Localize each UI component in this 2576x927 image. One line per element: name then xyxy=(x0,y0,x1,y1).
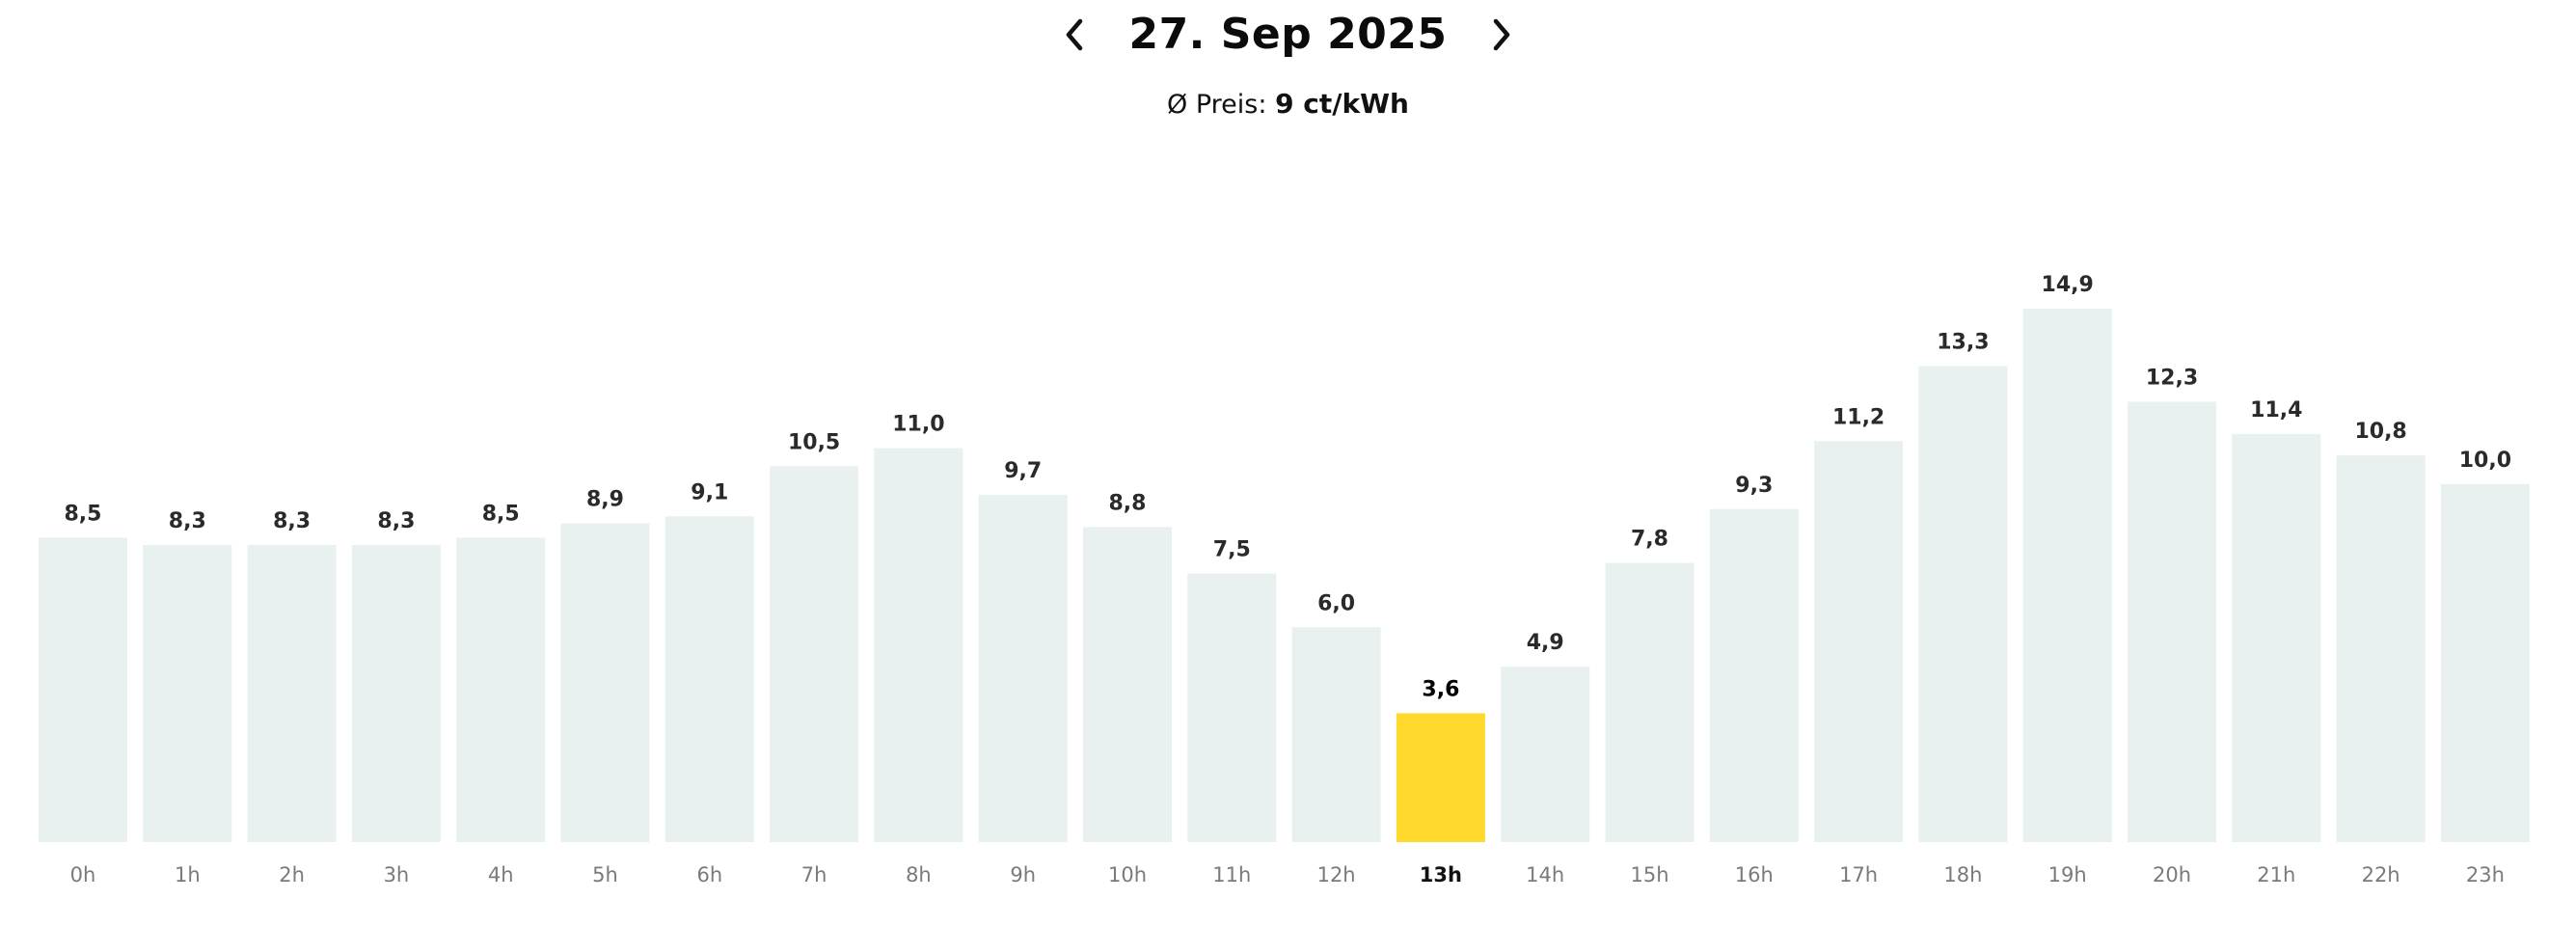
value-label-16h: 9,3 xyxy=(1735,474,1773,498)
bar-14h[interactable] xyxy=(1501,667,1590,842)
value-label-10h: 8,8 xyxy=(1109,491,1147,515)
value-label-23h: 10,0 xyxy=(2459,449,2511,473)
bar-9h[interactable] xyxy=(978,495,1068,842)
value-label-7h: 10,5 xyxy=(788,430,840,454)
value-label-1h: 8,3 xyxy=(169,509,206,533)
x-tick-7h: 7h xyxy=(801,863,827,886)
value-label-0h: 8,5 xyxy=(65,503,102,527)
bar-3h[interactable] xyxy=(351,545,441,842)
x-tick-14h: 14h xyxy=(1526,863,1564,886)
date-navigation: 27. Sep 2025 xyxy=(0,6,2576,64)
x-tick-11h: 11h xyxy=(1212,863,1251,886)
x-tick-8h: 8h xyxy=(906,863,932,886)
x-tick-3h: 3h xyxy=(384,863,410,886)
x-tick-13h: 13h xyxy=(1420,863,1462,886)
x-tick-0h: 0h xyxy=(70,863,96,886)
x-tick-6h: 6h xyxy=(696,863,722,886)
bar-11h[interactable] xyxy=(1187,573,1277,842)
value-label-12h: 6,0 xyxy=(1317,591,1355,615)
bar-5h[interactable] xyxy=(560,523,650,842)
chevron-left-icon xyxy=(1067,18,1083,51)
x-tick-12h: 12h xyxy=(1317,863,1356,886)
x-tick-2h: 2h xyxy=(279,863,305,886)
bar-6h[interactable] xyxy=(664,516,754,842)
value-label-3h: 8,3 xyxy=(377,509,415,533)
next-day-button[interactable] xyxy=(1475,8,1529,62)
bar-22h[interactable] xyxy=(2336,455,2426,842)
bar-18h[interactable] xyxy=(1918,366,2008,842)
bar-16h[interactable] xyxy=(1709,508,1799,842)
bar-7h[interactable] xyxy=(770,466,859,842)
chevron-right-icon xyxy=(1493,18,1509,51)
bar-12h[interactable] xyxy=(1291,627,1381,842)
average-price-label: Ø Preis: xyxy=(1167,90,1267,120)
previous-day-button[interactable] xyxy=(1047,8,1101,62)
bar-4h[interactable] xyxy=(456,537,546,843)
bar-23h[interactable] xyxy=(2440,483,2530,842)
x-tick-22h: 22h xyxy=(2362,863,2400,886)
bar-2h[interactable] xyxy=(247,545,337,842)
average-price-value: 9 ct/kWh xyxy=(1275,88,1409,120)
bar-19h[interactable] xyxy=(2022,309,2112,842)
value-label-4h: 8,5 xyxy=(482,503,520,527)
value-label-13h: 3,6 xyxy=(1422,677,1459,701)
x-tick-10h: 10h xyxy=(1108,863,1147,886)
value-label-20h: 12,3 xyxy=(2146,367,2198,391)
chart-header: 27. Sep 2025 Ø Preis: 9 ct/kWh xyxy=(0,0,2576,135)
bar-0h[interactable] xyxy=(39,537,127,843)
x-tick-5h: 5h xyxy=(592,863,618,886)
x-tick-23h: 23h xyxy=(2466,863,2505,886)
bar-21h[interactable] xyxy=(2232,433,2321,842)
x-tick-21h: 21h xyxy=(2257,863,2295,886)
value-label-11h: 7,5 xyxy=(1213,538,1251,562)
value-label-14h: 4,9 xyxy=(1527,631,1564,655)
bar-10h[interactable] xyxy=(1083,527,1172,842)
bar-20h[interactable] xyxy=(2128,401,2216,843)
value-label-19h: 14,9 xyxy=(2042,273,2094,297)
bar-17h[interactable] xyxy=(1814,441,1904,842)
value-label-8h: 11,0 xyxy=(892,413,944,437)
x-tick-15h: 15h xyxy=(1630,863,1668,886)
x-tick-4h: 4h xyxy=(488,863,514,886)
value-label-2h: 8,3 xyxy=(273,509,311,533)
bar-15h[interactable] xyxy=(1605,562,1695,843)
x-tick-17h: 17h xyxy=(1839,863,1878,886)
bar-1h[interactable] xyxy=(143,545,232,842)
value-label-6h: 9,1 xyxy=(691,480,728,504)
average-price: Ø Preis: 9 ct/kWh xyxy=(0,85,2576,124)
x-tick-19h: 19h xyxy=(2048,863,2087,886)
value-label-17h: 11,2 xyxy=(1832,405,1885,429)
value-label-9h: 9,7 xyxy=(1004,459,1042,483)
x-tick-1h: 1h xyxy=(175,863,201,886)
value-label-15h: 7,8 xyxy=(1631,528,1668,552)
date-title: 27. Sep 2025 xyxy=(1128,10,1448,59)
value-label-5h: 8,9 xyxy=(586,488,624,512)
x-tick-20h: 20h xyxy=(2153,863,2191,886)
bar-13h[interactable] xyxy=(1396,713,1485,842)
x-tick-18h: 18h xyxy=(1943,863,1982,886)
value-label-21h: 11,4 xyxy=(2250,398,2302,423)
value-label-22h: 10,8 xyxy=(2354,420,2406,444)
bar-8h[interactable] xyxy=(874,448,963,842)
value-label-18h: 13,3 xyxy=(1937,330,1989,354)
x-tick-16h: 16h xyxy=(1735,863,1774,886)
x-tick-9h: 9h xyxy=(1010,863,1036,886)
